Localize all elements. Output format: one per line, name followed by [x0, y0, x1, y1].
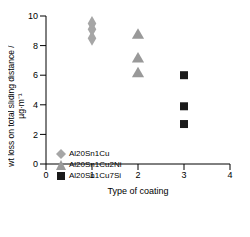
svg-text:4: 4	[33, 100, 38, 110]
svg-text:8: 8	[33, 41, 38, 51]
svg-text:10: 10	[28, 11, 38, 21]
svg-text:0: 0	[43, 170, 48, 180]
svg-text:2: 2	[135, 170, 140, 180]
svg-text:3: 3	[181, 170, 186, 180]
svg-text:4: 4	[227, 170, 232, 180]
svg-text:6: 6	[33, 70, 38, 80]
svg-text:Type of coating: Type of coating	[107, 186, 168, 196]
svg-text:0: 0	[33, 159, 38, 169]
svg-text:1: 1	[89, 170, 94, 180]
svg-text:2: 2	[33, 130, 38, 140]
